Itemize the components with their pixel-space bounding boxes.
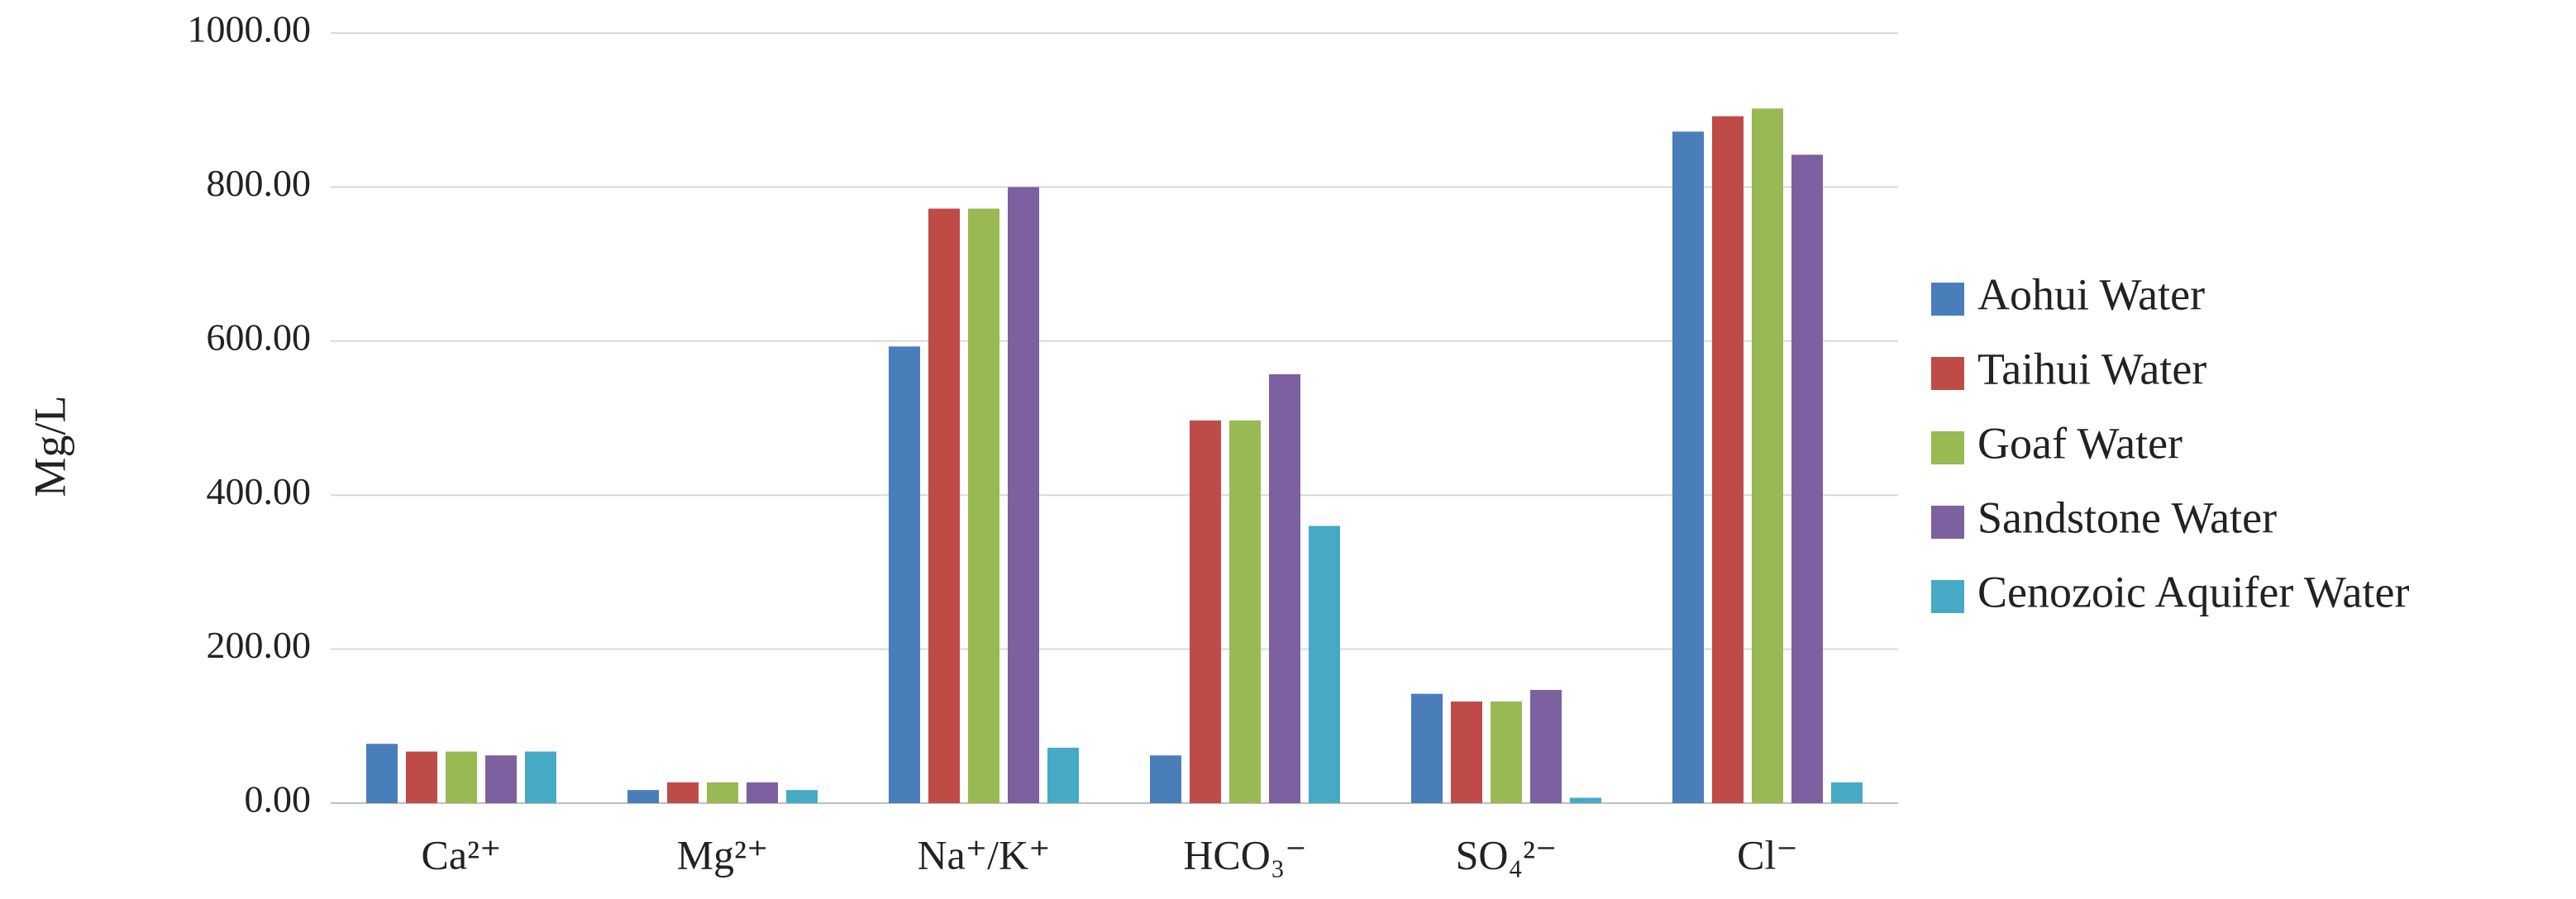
legend-swatch <box>1931 580 1964 613</box>
x-tick-label: Na⁺/K⁺ <box>917 831 1050 878</box>
legend-swatch <box>1931 431 1964 464</box>
bar <box>1752 108 1783 803</box>
bar <box>1411 693 1443 803</box>
y-tick-label: 0.00 <box>245 778 312 821</box>
legend-label: Cenozoic Aquifer Water <box>1977 567 2409 616</box>
bar <box>928 208 960 804</box>
bar <box>1451 701 1482 803</box>
x-tick-label: Ca²⁺ <box>422 831 502 878</box>
legend-label: Sandstone Water <box>1977 492 2277 542</box>
legend-label: Aohui Water <box>1977 269 2205 319</box>
bar <box>485 755 517 803</box>
bar <box>1712 116 1744 803</box>
bar <box>1831 782 1863 803</box>
bar <box>627 790 659 803</box>
legend-swatch <box>1931 357 1964 390</box>
bar <box>747 782 778 803</box>
bar <box>1229 420 1261 803</box>
bar <box>406 751 437 803</box>
y-tick-label: 1000.00 <box>188 8 312 50</box>
legend-label: Taihui Water <box>1977 344 2206 393</box>
y-tick-label: 600.00 <box>207 316 312 358</box>
bar <box>1672 131 1704 803</box>
bar <box>968 208 999 804</box>
legend-swatch <box>1931 506 1964 539</box>
x-tick-label: SO₄²⁻ <box>1456 831 1558 878</box>
bar <box>1570 797 1601 803</box>
bar <box>1047 747 1079 803</box>
bar <box>525 751 556 803</box>
bar <box>1269 373 1300 804</box>
bar <box>707 782 738 803</box>
bar <box>1008 187 1039 803</box>
bar <box>1309 526 1340 803</box>
y-tick-label: 200.00 <box>207 624 312 666</box>
bar <box>366 744 398 803</box>
x-tick-label: HCO₃⁻ <box>1183 831 1306 878</box>
bar <box>1150 755 1181 803</box>
bar <box>1491 701 1522 803</box>
legend-swatch <box>1931 283 1964 316</box>
bar <box>1190 420 1221 803</box>
legend-label: Goaf Water <box>1977 418 2182 468</box>
bar <box>1791 155 1823 804</box>
x-tick-label: Cl⁻ <box>1737 831 1798 878</box>
y-axis-label: Mg/L <box>25 395 74 497</box>
x-tick-label: Mg²⁺ <box>677 831 769 878</box>
y-tick-label: 800.00 <box>207 162 312 204</box>
bar <box>786 790 818 803</box>
bar <box>889 346 920 804</box>
bar <box>446 751 477 803</box>
bar <box>667 782 699 803</box>
bar <box>1530 689 1562 803</box>
y-tick-label: 400.00 <box>207 470 312 512</box>
